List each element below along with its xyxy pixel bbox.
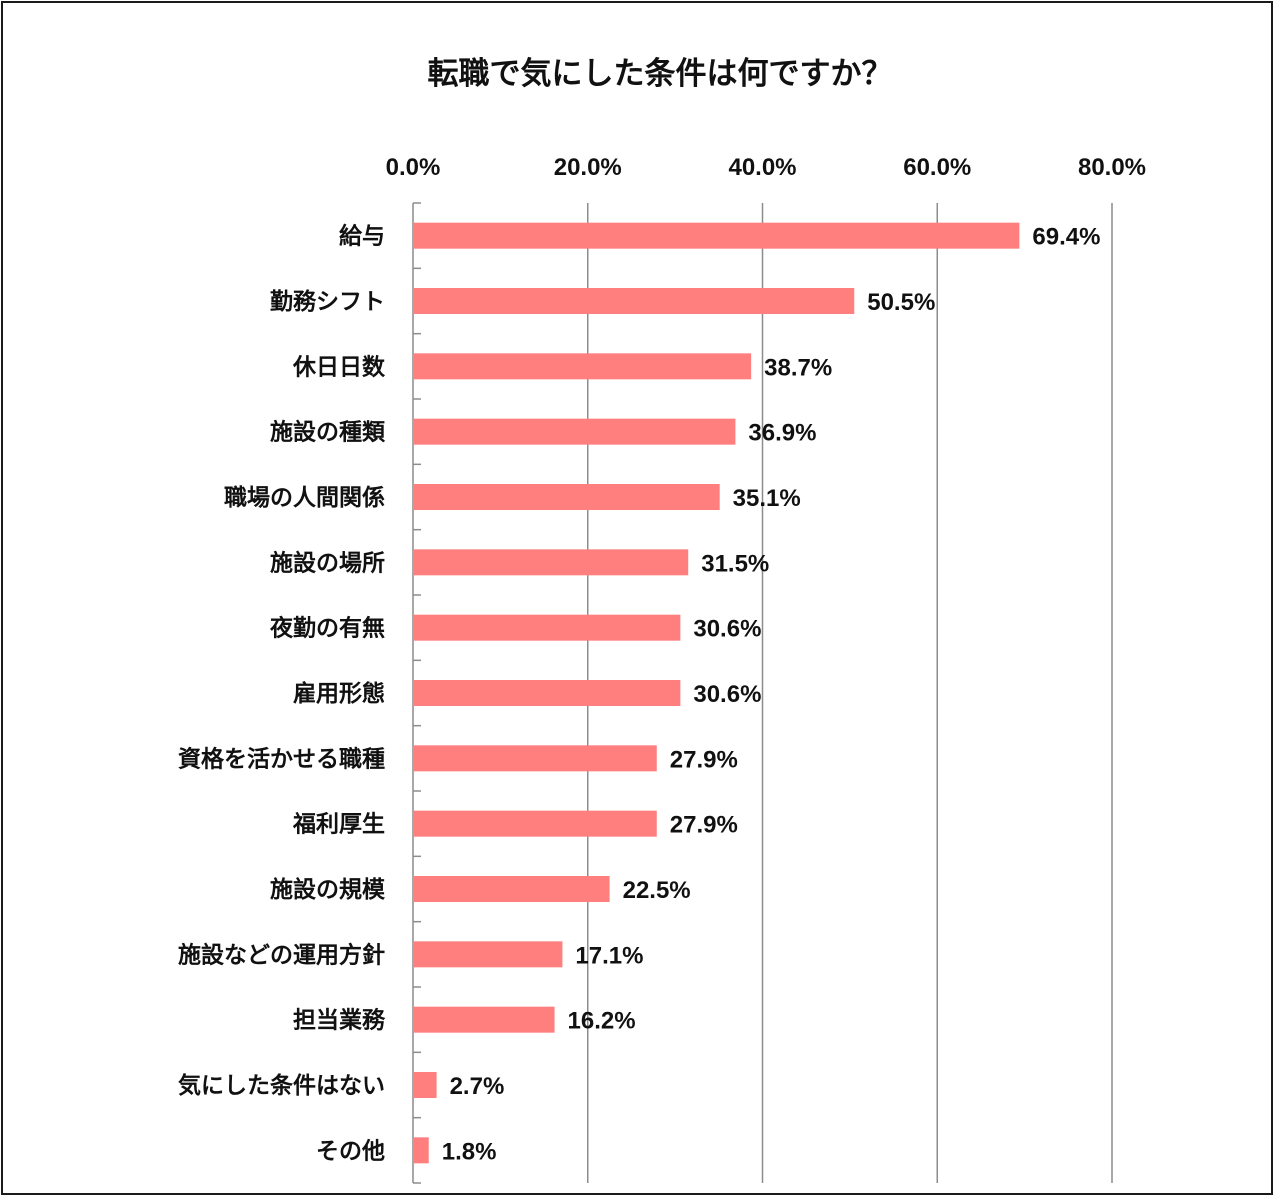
bar (414, 745, 657, 772)
category-label: 施設などの運用方針 (178, 941, 385, 968)
x-tick-label: 0.0% (386, 154, 441, 181)
bars (414, 222, 1020, 1164)
data-label: 30.6% (693, 616, 761, 643)
category-label: 施設の規模 (270, 876, 386, 903)
data-label: 50.5% (867, 289, 935, 316)
data-label: 69.4% (1032, 224, 1100, 251)
data-label: 27.9% (670, 746, 738, 773)
data-label: 38.7% (764, 354, 832, 381)
category-label: 担当業務 (293, 1007, 386, 1034)
data-label: 27.9% (670, 812, 738, 839)
data-label: 30.6% (693, 681, 761, 708)
category-label: 夜勤の有無 (269, 615, 385, 642)
value-labels: 69.4% 50.5% 38.7% 36.9% 35.1% 31.5% 30.6% 30.6%… (442, 224, 1101, 1166)
category-label: 福利厚生 (292, 812, 385, 838)
category-label: 休日日数 (292, 354, 386, 380)
category-label: 気にした条件はない (178, 1072, 385, 1099)
x-tick-label: 60.0% (903, 154, 971, 181)
category-label: 資格を活かせる職種 (178, 745, 385, 772)
bar (414, 1006, 555, 1033)
x-tick-label: 40.0% (728, 154, 796, 181)
category-label: 施設の種類 (270, 419, 386, 446)
chart-title: 転職で気にした条件は何ですか？ (428, 56, 893, 92)
bar (414, 549, 689, 576)
bar (414, 1137, 429, 1164)
data-label: 36.9% (748, 420, 816, 447)
category-label: 雇用形態 (293, 680, 385, 707)
bar (414, 288, 855, 314)
category-label: 職場の人間関係 (224, 484, 385, 511)
bar (414, 353, 752, 380)
category-label: 施設の場所 (270, 549, 385, 576)
bar (414, 680, 681, 706)
bar (414, 876, 610, 902)
data-label: 2.7% (450, 1073, 505, 1100)
y-axis (412, 202, 421, 1184)
data-label: 16.2% (568, 1008, 636, 1035)
data-label: 31.5% (701, 550, 769, 577)
bar (414, 418, 736, 445)
x-axis-ticks: 0.0% 20.0% 40.0% 60.0% 80.0% (386, 154, 1146, 181)
bar (414, 810, 657, 837)
bar (414, 222, 1020, 249)
bar (414, 941, 563, 968)
category-label: 給与 (339, 223, 385, 250)
bar (414, 1072, 437, 1098)
bar (414, 614, 681, 641)
x-tick-label: 20.0% (554, 154, 622, 181)
data-label: 35.1% (733, 485, 801, 512)
category-label: 勤務シフト (270, 288, 385, 315)
data-label: 1.8% (442, 1138, 497, 1165)
data-label: 17.1% (575, 942, 643, 969)
bar (414, 484, 720, 510)
x-tick-label: 80.0% (1078, 154, 1146, 181)
category-label: その他 (316, 1138, 385, 1164)
category-labels: 給与勤務シフト休日日数施設の種類職場の人間関係施設の場所夜勤の有無雇用形態資格を… (178, 223, 386, 1165)
data-label: 22.5% (623, 877, 691, 904)
